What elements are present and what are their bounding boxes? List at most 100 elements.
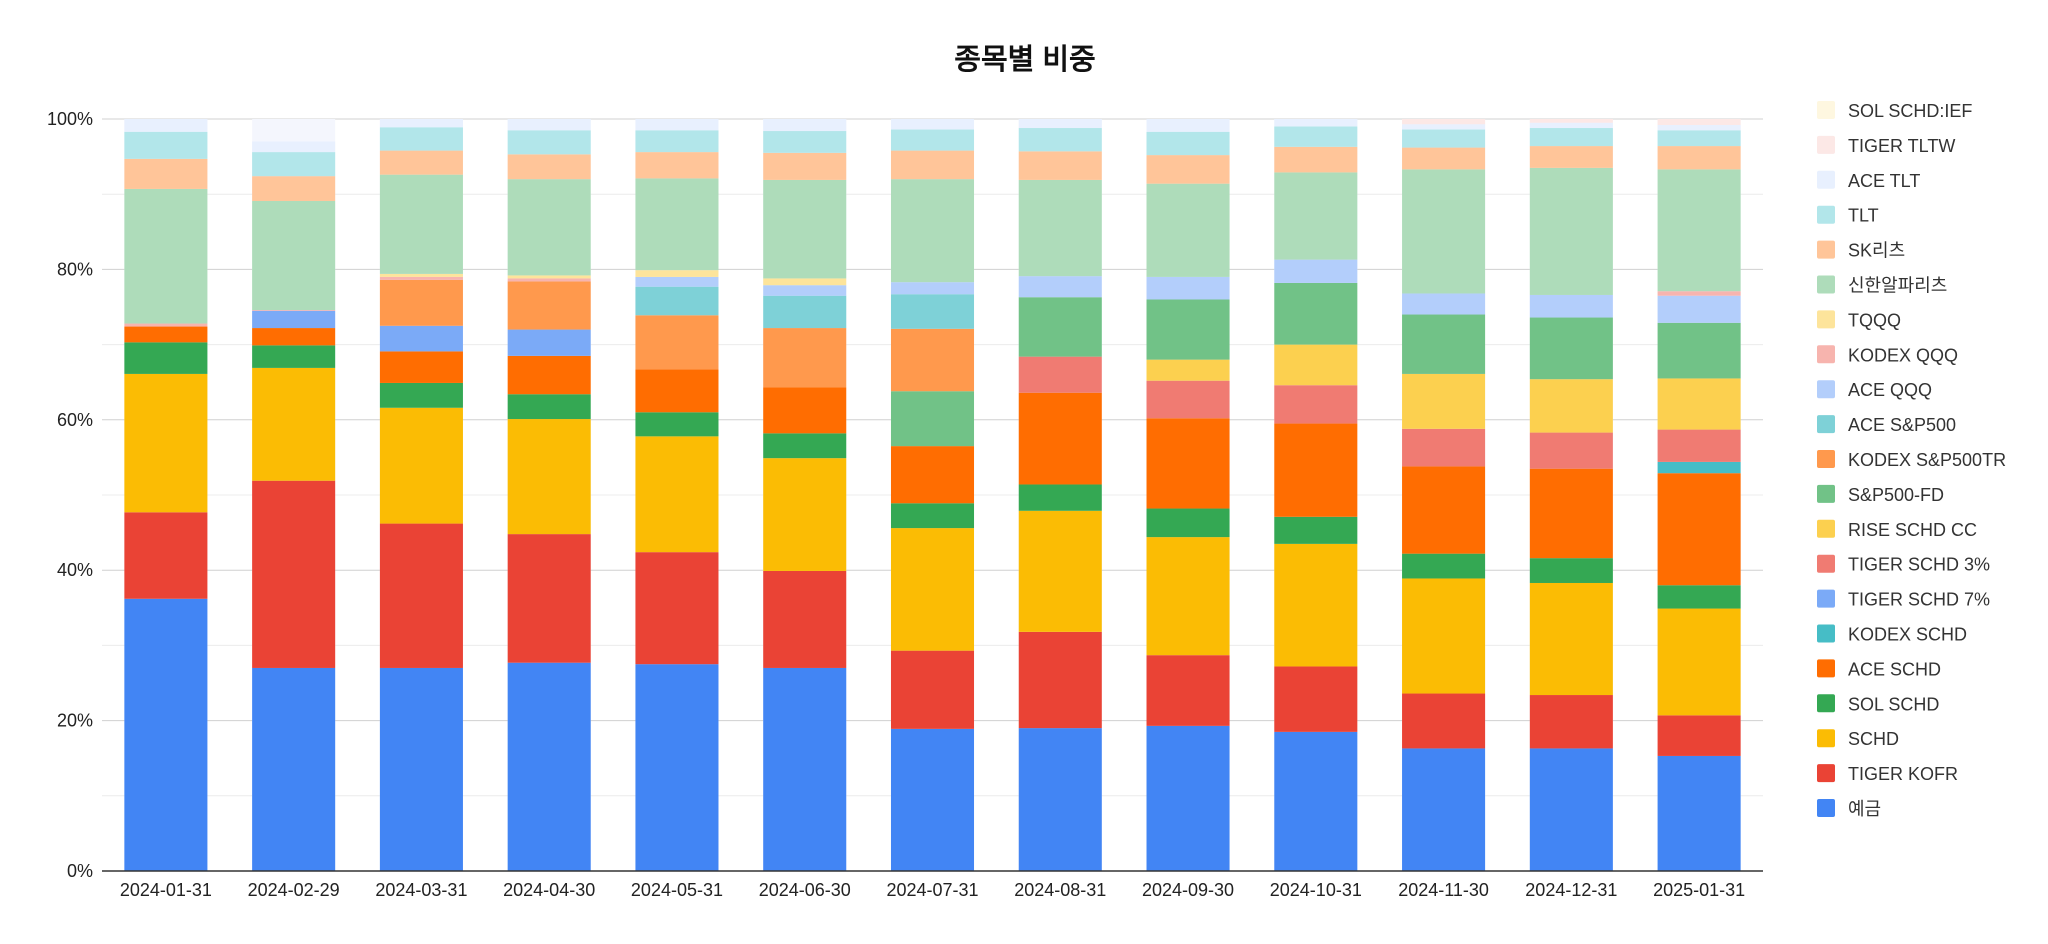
- bar-segment: [1274, 126, 1358, 147]
- bar-segment: [1529, 695, 1613, 749]
- legend-label: ACE TLT: [1848, 171, 1920, 191]
- bar-segment: [1402, 124, 1486, 130]
- bar-segment: [1529, 167, 1613, 295]
- legend-swatch: [1817, 415, 1835, 434]
- y-axis-ticks: 0% 20% 40% 60% 80% 100%: [47, 109, 93, 881]
- legend-label: ACE S&P500: [1848, 415, 1956, 435]
- bar-segment: [890, 650, 975, 729]
- bar-segment: [1146, 131, 1230, 156]
- bar-segment: [1274, 119, 1358, 127]
- bar-segment: [890, 129, 975, 151]
- legend-swatch: [1817, 589, 1835, 608]
- legend-label: TIGER KOFR: [1848, 764, 1958, 784]
- legend-label: SCHD: [1848, 729, 1899, 749]
- bar-segment: [763, 328, 847, 388]
- legend-swatch: [1817, 624, 1835, 643]
- bar-segment: [507, 394, 591, 420]
- x-tick-label: 2024-08-31: [1014, 880, 1106, 900]
- bar-segment: [1657, 146, 1741, 170]
- bar-segment: [635, 130, 719, 153]
- legend-label: KODEX S&P500TR: [1848, 450, 2006, 470]
- bar-segment: [1402, 119, 1486, 125]
- bar-segment: [763, 667, 847, 871]
- bar-segment: [763, 179, 847, 279]
- bar-segment: [635, 152, 719, 179]
- bar-segment: [507, 119, 591, 131]
- bar-segment: [1402, 693, 1486, 749]
- bar-segment: [1146, 418, 1230, 509]
- legend-label: TIGER SCHD 7%: [1848, 590, 1990, 610]
- bar-segment: [1274, 146, 1358, 173]
- bar-segment: [890, 391, 975, 447]
- bar-segment: [1146, 537, 1230, 656]
- bar-segment: [1657, 295, 1741, 323]
- bar-segment: [507, 534, 591, 663]
- bar-segment: [763, 433, 847, 459]
- bar-segment: [1529, 122, 1613, 129]
- bar-segment: [252, 152, 336, 177]
- bar-segment: [635, 412, 719, 437]
- legend-swatch: [1817, 694, 1835, 713]
- bar-segment: [635, 270, 719, 277]
- legend-label: SK리츠: [1848, 241, 1905, 261]
- bar-segment: [763, 458, 847, 571]
- bar-segment: [763, 152, 847, 180]
- bar-segment: [379, 523, 463, 668]
- legend-swatch: [1817, 310, 1835, 329]
- legend-swatch: [1817, 205, 1835, 224]
- bar-segment: [763, 570, 847, 668]
- bar-segment: [252, 200, 336, 311]
- legend-label: TLT: [1848, 206, 1879, 226]
- bar-segment: [1402, 578, 1486, 694]
- bar-segment: [124, 188, 208, 324]
- bar-segment: [252, 667, 336, 871]
- bar-segment: [890, 119, 975, 130]
- bar-segment: [1146, 508, 1230, 538]
- bar-segment: [1146, 725, 1230, 871]
- bar-segment: [635, 436, 719, 553]
- bar-segment: [507, 275, 591, 279]
- bar-segment: [1018, 728, 1102, 871]
- bar-segment: [1657, 429, 1741, 462]
- legend-label: 신한알파리츠: [1848, 276, 1947, 296]
- bar-segment: [379, 150, 463, 175]
- bar-segment: [1657, 585, 1741, 609]
- bar-segment: [1274, 344, 1358, 386]
- legend-label: KODEX SCHD: [1848, 625, 1967, 645]
- x-tick-label: 2025-01-31: [1653, 880, 1745, 900]
- y-tick-label: 60%: [57, 410, 93, 430]
- bar-segment: [1657, 291, 1741, 296]
- bar-segment: [1529, 582, 1613, 696]
- legend-swatch: [1817, 554, 1835, 573]
- legend-label: 예금: [1848, 799, 1881, 819]
- bar-segment: [1529, 748, 1613, 871]
- bar-segment: [379, 325, 463, 352]
- y-tick-label: 20%: [57, 711, 93, 731]
- bar-segment: [1529, 558, 1613, 583]
- bar-segment: [1018, 128, 1102, 152]
- bar-segment: [379, 407, 463, 524]
- legend-swatch: [1817, 659, 1835, 678]
- legend-label: TIGER TLTW: [1848, 136, 1955, 156]
- bar-segment: [379, 382, 463, 408]
- bar-segment: [379, 279, 463, 326]
- bar-segment: [1657, 119, 1741, 126]
- bar-segment: [1018, 510, 1102, 632]
- bar-segment: [379, 667, 463, 871]
- legend-label: SOL SCHD: [1848, 694, 1939, 714]
- bar-segment: [507, 329, 591, 356]
- bar-segment: [1657, 169, 1741, 292]
- bar-segment: [1529, 128, 1613, 147]
- bar-segment: [1146, 299, 1230, 360]
- bar-segment: [252, 345, 336, 368]
- bar-segment: [1146, 119, 1230, 132]
- bar-segment: [1529, 432, 1613, 469]
- bar-segment: [890, 446, 975, 504]
- legend-label: TQQQ: [1848, 310, 1901, 330]
- bar-segment: [1018, 392, 1102, 485]
- bar-segment: [1529, 379, 1613, 433]
- bar-segment: [124, 119, 208, 132]
- bar-segment: [1529, 146, 1613, 168]
- bar-segment: [124, 323, 208, 327]
- bar-segment: [635, 276, 719, 287]
